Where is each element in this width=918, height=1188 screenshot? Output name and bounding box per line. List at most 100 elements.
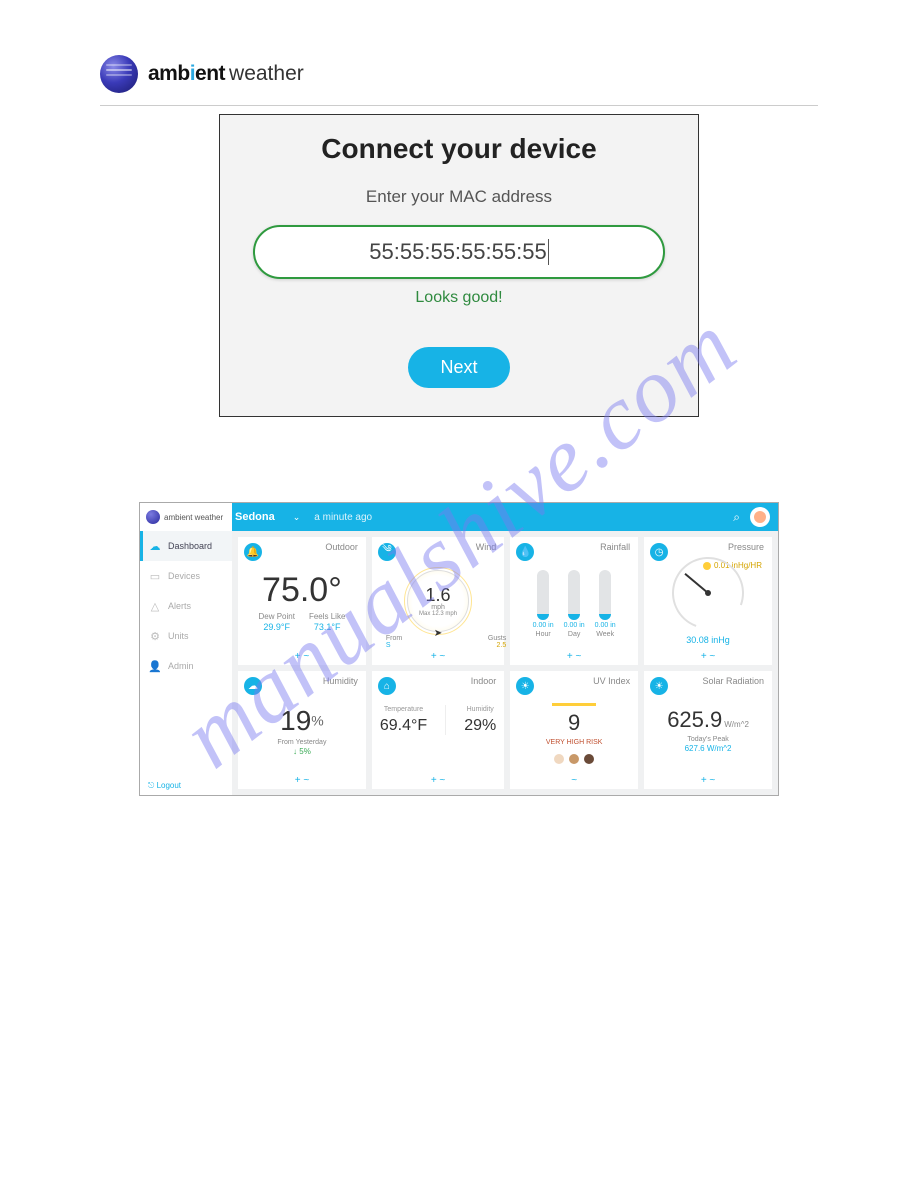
dewpoint-label: Dew Point [258, 612, 294, 621]
connect-device-panel: Connect your device Enter your MAC addre… [219, 114, 699, 417]
feels-like: Feels Like 73.1°F [309, 612, 345, 632]
brand-part3: weather [229, 62, 304, 85]
wind-unit: mph [431, 604, 445, 611]
expand-icon[interactable]: + ~ [295, 775, 309, 786]
sidebar-logo-icon [146, 510, 160, 524]
uv-risk: VERY HIGH RISK [546, 739, 603, 746]
sidebar-label: Units [168, 631, 189, 641]
wind-compass: 1.6 mph Max 12.3 mph ➤ [407, 570, 469, 632]
dashboard-grid: 🔔 Outdoor 75.0° Dew Point 29.9°F Feels L… [232, 531, 778, 795]
feelslike-value: 73.1°F [309, 622, 345, 632]
solar-unit: W/m^2 [724, 720, 749, 729]
connect-title: Connect your device [244, 133, 674, 165]
sidebar-item-dashboard[interactable]: ☁ Dashboard [140, 531, 232, 561]
humidity-pct: % [311, 712, 323, 728]
card-title: UV Index [593, 676, 630, 686]
sidebar-label: Admin [168, 661, 194, 671]
humidity-number: 19 [280, 705, 311, 736]
card-uv: ☀ UV Index 9 VERY HIGH RISK ~ [510, 671, 638, 789]
wind-icon[interactable]: ༄ [378, 543, 396, 561]
expand-icon[interactable]: + ~ [701, 775, 715, 786]
humidity-sub: From Yesterday [277, 739, 326, 746]
uv-scale-dots [554, 754, 594, 764]
card-pressure: ◷ Pressure 0.01 inHg/HR 30.08 inHg + ~ [644, 537, 772, 665]
expand-icon[interactable]: + ~ [567, 651, 581, 662]
sidebar-label: Alerts [168, 601, 191, 611]
expand-icon[interactable]: ~ [571, 775, 577, 786]
pressure-value: 30.08 inHg [686, 635, 730, 645]
logout-link[interactable]: ⎋ Logout [148, 781, 181, 791]
wind-from: FromS [386, 635, 402, 649]
user-avatar[interactable] [750, 507, 770, 527]
mac-address-input[interactable]: 55:55:55:55:55:55 [253, 225, 666, 279]
chevron-down-icon[interactable]: ⌄ [293, 512, 301, 523]
rain-day: 0.00 in Day [564, 570, 585, 638]
cloud-icon: ☁ [148, 540, 162, 552]
bell-icon[interactable]: 🔔 [244, 543, 262, 561]
uv-dot [554, 754, 564, 764]
logout-label: Logout [157, 781, 181, 790]
rain-day-lbl: Day [568, 631, 580, 638]
cloud-icon[interactable]: ☁ [244, 677, 262, 695]
pressure-gauge [672, 557, 744, 629]
outdoor-temp: 75.0° [262, 571, 342, 610]
sun-icon[interactable]: ☀ [650, 677, 668, 695]
indoor-temp-value: 69.4°F [380, 717, 427, 735]
sidebar-brand: ambient weather [140, 503, 232, 531]
expand-icon[interactable]: + ~ [431, 651, 445, 662]
indoor-hum-label: Humidity [464, 706, 496, 713]
dewpoint: Dew Point 29.9°F [258, 612, 294, 632]
sidebar-item-units[interactable]: ⚙ Units [140, 621, 232, 651]
card-title: Indoor [471, 676, 497, 686]
uv-value: 9 [552, 703, 596, 736]
rain-hour-val: 0.00 in [533, 622, 554, 629]
rain-day-val: 0.00 in [564, 622, 585, 629]
from-label: From [386, 635, 402, 642]
sidebar-label: Devices [168, 571, 200, 581]
home-icon[interactable]: ⌂ [378, 677, 396, 695]
indoor-temp-label: Temperature [380, 706, 427, 713]
gauge-icon[interactable]: ◷ [650, 543, 668, 561]
uv-dot [569, 754, 579, 764]
card-rainfall: 💧 Rainfall 0.00 inHour 0.00 inDay 0.00 i… [510, 537, 638, 665]
solar-peak-value: 627.6 W/m^2 [685, 744, 732, 753]
card-indoor: ⌂ Indoor Temperature 69.4°F Humidity 29% [372, 671, 504, 789]
card-title: Pressure [728, 542, 764, 552]
expand-icon[interactable]: + ~ [701, 651, 715, 662]
sidebar-item-devices[interactable]: ▭ Devices [140, 561, 232, 591]
next-button[interactable]: Next [408, 347, 509, 388]
connect-subtitle: Enter your MAC address [244, 187, 674, 207]
card-title: Rainfall [600, 542, 630, 552]
wind-gusts: Gusts2.5 [488, 635, 506, 649]
gusts-label: Gusts [488, 635, 506, 642]
brand-name: ambientweather [148, 62, 304, 86]
location-name[interactable]: Sedona [235, 511, 275, 523]
sidebar-label: Dashboard [168, 541, 212, 551]
from-value: S [386, 642, 391, 649]
expand-icon[interactable]: + ~ [295, 651, 309, 662]
indoor-hum-value: 29% [464, 717, 496, 735]
card-title: Wind [476, 542, 497, 552]
indoor-humidity: Humidity 29% [464, 706, 496, 735]
rain-week-val: 0.00 in [595, 622, 616, 629]
solar-peak-label: Today's Peak [687, 736, 728, 743]
card-solar: ☀ Solar Radiation 625.9W/m^2 Today's Pea… [644, 671, 772, 789]
sidebar-brand-text: ambient weather [164, 513, 223, 522]
sidebar-item-admin[interactable]: 👤 Admin [140, 651, 232, 681]
dashboard-screenshot: Sedona ⌄ a minute ago ⌕ ambient weather … [139, 502, 779, 796]
dewpoint-value: 29.9°F [258, 622, 294, 632]
rainfall-bars: 0.00 inHour 0.00 inDay 0.00 inWeek [533, 578, 616, 638]
last-updated: a minute ago [314, 512, 372, 523]
sidebar-item-alerts[interactable]: △ Alerts [140, 591, 232, 621]
expand-icon[interactable]: + ~ [431, 775, 445, 786]
gear-icon: ⚙ [148, 630, 162, 642]
dashboard-topbar: Sedona ⌄ a minute ago ⌕ [140, 503, 778, 531]
solar-value: 625.9 [667, 707, 722, 732]
rain-week: 0.00 in Week [595, 570, 616, 638]
user-icon: 👤 [148, 660, 162, 672]
search-icon[interactable]: ⌕ [733, 510, 740, 525]
bell-icon: △ [148, 600, 162, 612]
rain-week-lbl: Week [596, 631, 614, 638]
sidebar: ambient weather ☁ Dashboard ▭ Devices △ … [140, 531, 232, 795]
gusts-value: 2.5 [496, 642, 506, 649]
